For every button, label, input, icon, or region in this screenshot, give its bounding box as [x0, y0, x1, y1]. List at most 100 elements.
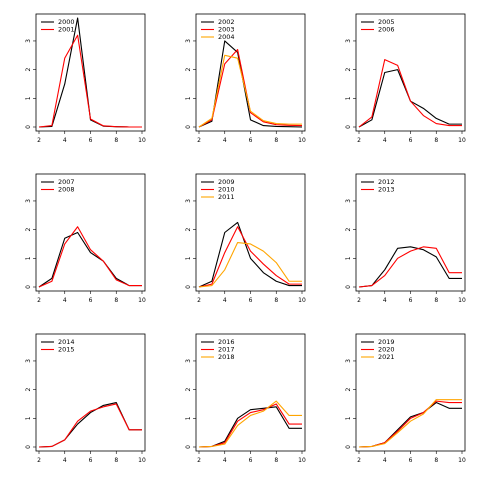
- x-tick-label: 6: [409, 297, 413, 304]
- y-tick-label: 0: [345, 445, 352, 449]
- x-tick-label: 4: [63, 457, 67, 464]
- x-tick-label: 8: [274, 137, 278, 144]
- legend-label-2006: 2006: [378, 26, 395, 34]
- x-tick-label: 8: [274, 457, 278, 464]
- y-tick-label: 0: [185, 445, 192, 449]
- series-line-2017: [198, 403, 302, 448]
- series-line-2020: [358, 400, 462, 448]
- legend-label-2001: 2001: [58, 26, 75, 34]
- x-tick-label: 8: [434, 297, 438, 304]
- x-tick-label: 2: [357, 457, 361, 464]
- x-tick-label: 6: [249, 297, 253, 304]
- y-tick-label: 3: [25, 359, 32, 363]
- series-line-2002: [198, 40, 303, 128]
- legend-label-2015: 2015: [58, 346, 75, 354]
- legend-label-2014: 2014: [58, 338, 75, 346]
- legend-label-2003: 2003: [218, 26, 235, 34]
- series-line-2015: [38, 403, 142, 448]
- x-tick-label: 8: [114, 137, 118, 144]
- y-tick-label: 0: [185, 125, 192, 129]
- y-tick-label: 0: [345, 285, 352, 289]
- legend-label-2011: 2011: [218, 193, 235, 201]
- legend-label-2021: 2021: [378, 353, 395, 361]
- y-tick-label: 2: [185, 228, 192, 232]
- series-line-2004: [198, 54, 302, 128]
- series-line-2011: [198, 241, 302, 288]
- x-tick-label: 10: [298, 297, 306, 304]
- x-tick-label: 4: [383, 457, 387, 464]
- y-tick-label: 2: [185, 68, 192, 72]
- x-tick-label: 8: [274, 297, 278, 304]
- legend-label-2017: 2017: [218, 346, 235, 354]
- plot-frame: [355, 333, 466, 452]
- legend-label-2007: 2007: [58, 178, 75, 186]
- legend-label-2016: 2016: [218, 338, 235, 346]
- x-tick-label: 6: [249, 137, 253, 144]
- x-tick-label: 10: [458, 137, 466, 144]
- x-tick-label: 4: [223, 457, 227, 464]
- plot-frame: [35, 333, 146, 452]
- x-tick-label: 2: [197, 137, 201, 144]
- x-tick-label: 4: [223, 137, 227, 144]
- series-line-2005: [358, 69, 462, 128]
- series-line-2018: [198, 400, 302, 448]
- x-tick-label: 2: [37, 457, 41, 464]
- x-tick-label: 10: [138, 137, 146, 144]
- x-tick-label: 2: [197, 297, 201, 304]
- y-tick-label: 3: [345, 359, 352, 363]
- series-line-2001: [38, 34, 142, 128]
- legend-label-2019: 2019: [378, 338, 395, 346]
- y-tick-label: 0: [185, 285, 192, 289]
- x-tick-label: 6: [89, 137, 93, 144]
- legend-label-2000: 2000: [58, 18, 75, 26]
- legend-label-2005: 2005: [378, 18, 395, 26]
- x-tick-label: 4: [63, 297, 67, 304]
- plot-frame: [35, 173, 146, 292]
- y-tick-label: 3: [185, 39, 192, 43]
- plot-frame: [355, 173, 466, 292]
- series-line-2010: [198, 226, 302, 288]
- y-tick-label: 1: [25, 256, 32, 260]
- legend-label-2004: 2004: [218, 33, 235, 41]
- y-tick-label: 0: [25, 445, 32, 449]
- x-tick-label: 8: [434, 457, 438, 464]
- legend-label-2008: 2008: [58, 186, 75, 194]
- y-tick-label: 1: [25, 416, 32, 420]
- series-line-2008: [38, 226, 142, 288]
- x-tick-label: 4: [63, 137, 67, 144]
- x-tick-label: 6: [409, 137, 413, 144]
- x-tick-label: 6: [89, 457, 93, 464]
- legend-label-2018: 2018: [218, 353, 235, 361]
- y-tick-label: 1: [345, 96, 352, 100]
- x-tick-label: 10: [298, 137, 306, 144]
- series-line-2009: [198, 221, 302, 288]
- x-tick-label: 4: [223, 297, 227, 304]
- y-tick-label: 2: [345, 388, 352, 392]
- series-line-2021: [358, 399, 462, 448]
- y-tick-label: 2: [25, 228, 32, 232]
- plot-frame: [195, 173, 306, 292]
- series-line-2006: [358, 59, 462, 128]
- x-tick-label: 4: [383, 297, 387, 304]
- y-tick-label: 2: [185, 388, 192, 392]
- x-tick-label: 2: [357, 297, 361, 304]
- y-tick-label: 1: [185, 416, 192, 420]
- x-tick-label: 10: [458, 457, 466, 464]
- x-tick-label: 2: [37, 137, 41, 144]
- y-tick-label: 3: [345, 39, 352, 43]
- series-line-2003: [198, 48, 303, 128]
- x-tick-label: 8: [114, 457, 118, 464]
- legend-label-2013: 2013: [378, 186, 395, 194]
- y-tick-label: 1: [345, 416, 352, 420]
- y-tick-label: 2: [345, 68, 352, 72]
- plot-frame: [35, 13, 146, 132]
- y-tick-label: 0: [25, 285, 32, 289]
- y-tick-label: 2: [25, 68, 32, 72]
- x-tick-label: 10: [298, 457, 306, 464]
- y-tick-label: 2: [345, 228, 352, 232]
